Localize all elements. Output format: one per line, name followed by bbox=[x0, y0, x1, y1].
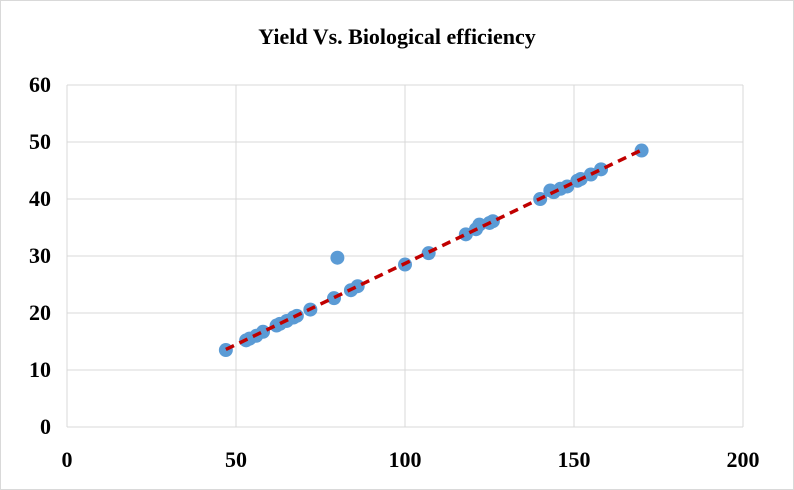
x-tick-label: 0 bbox=[62, 447, 73, 472]
data-point bbox=[327, 291, 342, 306]
data-point bbox=[330, 250, 345, 265]
x-tick-label: 100 bbox=[389, 447, 422, 472]
x-tick-label: 150 bbox=[558, 447, 591, 472]
y-tick-label: 50 bbox=[29, 129, 51, 154]
y-tick-label: 40 bbox=[29, 186, 51, 211]
data-point bbox=[256, 324, 271, 339]
chart-title: Yield Vs. Biological efficiency bbox=[258, 24, 536, 49]
gridlines bbox=[67, 84, 744, 427]
y-tick-label: 60 bbox=[29, 72, 51, 97]
x-tick-label: 50 bbox=[225, 447, 247, 472]
trendline bbox=[225, 148, 643, 352]
data-point bbox=[594, 162, 609, 177]
data-point bbox=[485, 214, 500, 229]
y-tick-label: 30 bbox=[29, 243, 51, 268]
y-tick-label: 10 bbox=[29, 357, 51, 382]
trendline-layer bbox=[225, 148, 643, 352]
data-point bbox=[634, 143, 649, 158]
data-point bbox=[350, 279, 365, 294]
y-tick-label: 20 bbox=[29, 300, 51, 325]
y-tick-label: 0 bbox=[40, 414, 51, 439]
data-point bbox=[218, 343, 233, 358]
x-tick-label: 200 bbox=[727, 447, 760, 472]
axes bbox=[66, 85, 743, 428]
tick-labels: 0 10 20 30 40 50 60 0 50 100 150 200 bbox=[29, 72, 760, 472]
